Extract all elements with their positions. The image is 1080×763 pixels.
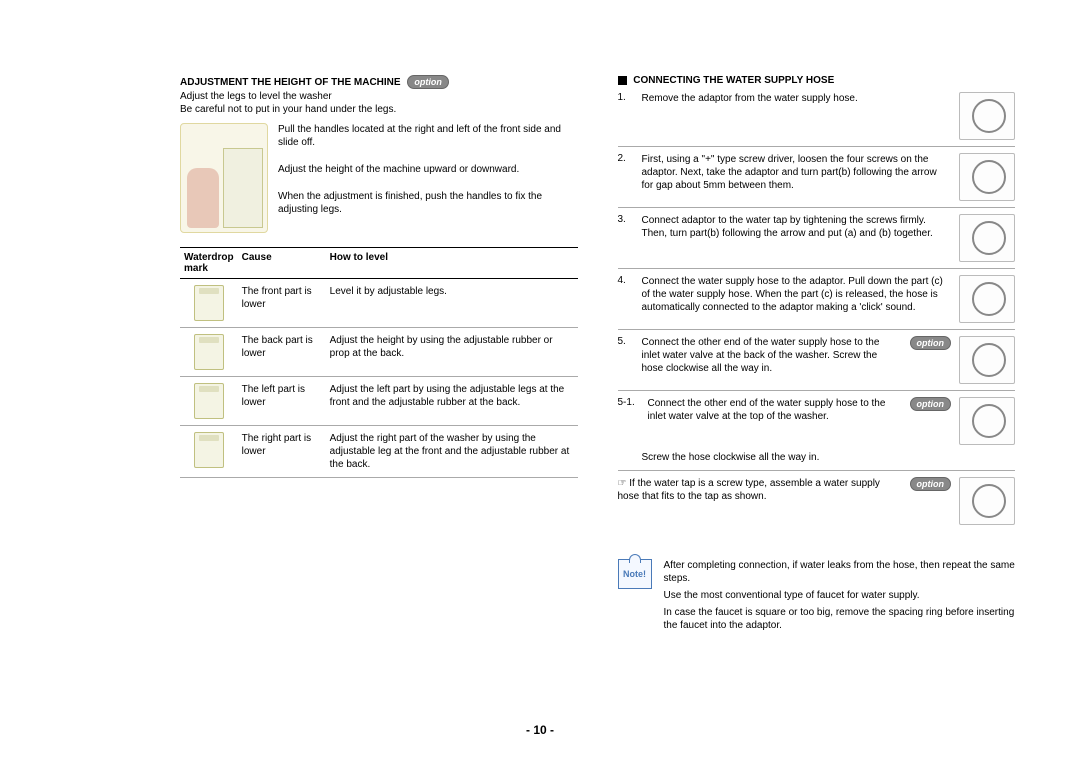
note-block: Note! After completing connection, if wa…	[618, 559, 1016, 636]
hose-step: 5-1. Connect the other end of the water …	[618, 391, 1016, 451]
adaptor-diagram-icon	[959, 92, 1015, 140]
table-row: The right part is lower Adjust the right…	[180, 426, 578, 478]
instruction-line: Pull the handles located at the right an…	[278, 123, 578, 149]
cause-cell: The left part is lower	[238, 377, 326, 426]
washer-icon	[223, 148, 263, 228]
adaptor-diagram-icon	[959, 153, 1015, 201]
option-badge-icon: option	[910, 336, 952, 350]
valve-diagram-icon	[959, 336, 1015, 384]
option-badge-icon: option	[910, 477, 952, 491]
left-section-title: ADJUSTMENT THE HEIGHT OF THE MACHINE	[180, 77, 401, 88]
intro-line: Be careful not to put in your hand under…	[180, 104, 578, 115]
col-header-cause: Cause	[238, 248, 326, 279]
left-column: ADJUSTMENT THE HEIGHT OF THE MACHINE opt…	[180, 75, 578, 725]
left-intro: Adjust the legs to level the washer Be c…	[180, 91, 578, 115]
hose-tap-note: ☞ If the water tap is a screw type, asse…	[618, 471, 1016, 531]
table-row: The back part is lower Adjust the height…	[180, 328, 578, 377]
option-cell: option	[906, 477, 952, 491]
intro-line: Adjust the legs to level the washer	[180, 91, 578, 102]
step-number: 5.	[618, 336, 634, 347]
instruction-text: Pull the handles located at the right an…	[278, 123, 578, 233]
note-text: After completing connection, if water le…	[664, 559, 1016, 636]
cause-cell: The right part is lower	[238, 426, 326, 478]
option-cell: option	[906, 336, 952, 350]
how-cell: Adjust the height by using the adjustabl…	[326, 328, 578, 377]
mini-washer-icon	[194, 285, 224, 321]
square-bullet-icon	[618, 76, 627, 85]
instruction-line: When the adjustment is finished, push th…	[278, 190, 578, 216]
step-number: 4.	[618, 275, 634, 286]
step-number: 1.	[618, 92, 634, 103]
right-column: CONNECTING THE WATER SUPPLY HOSE 1. Remo…	[618, 75, 1016, 725]
col-header-how: How to level	[326, 248, 578, 279]
note-line: Use the most conventional type of faucet…	[664, 589, 1016, 602]
leveling-table: Waterdrop mark Cause How to level The fr…	[180, 247, 578, 478]
how-cell: Adjust the right part of the washer by u…	[326, 426, 578, 478]
step-number: 2.	[618, 153, 634, 164]
valve-top-diagram-icon	[959, 397, 1015, 445]
tap-diagram-icon	[959, 214, 1015, 262]
instruction-block: Pull the handles located at the right an…	[180, 123, 578, 233]
step-number: 3.	[618, 214, 634, 225]
step-text: Connect the other end of the water suppl…	[648, 397, 898, 423]
hose-step: 1. Remove the adaptor from the water sup…	[618, 86, 1016, 147]
step-text: Connect the water supply hose to the ada…	[642, 275, 952, 314]
note-line: In case the faucet is square or too big,…	[664, 606, 1016, 632]
step-text: Connect adaptor to the water tap by tigh…	[642, 214, 952, 240]
hose-diagram-icon	[959, 275, 1015, 323]
hose-step: 3. Connect adaptor to the water tap by t…	[618, 208, 1016, 269]
table-row: The left part is lower Adjust the left p…	[180, 377, 578, 426]
mini-washer-icon	[194, 432, 224, 468]
mini-washer-icon	[194, 334, 224, 370]
hose-step-extra: Screw the hose clockwise all the way in.	[618, 451, 1016, 471]
page-number: - 10 -	[526, 723, 554, 737]
right-heading-row: CONNECTING THE WATER SUPPLY HOSE	[618, 75, 1016, 86]
hose-step: 2. First, using a "+" type screw driver,…	[618, 147, 1016, 208]
left-heading-row: ADJUSTMENT THE HEIGHT OF THE MACHINE opt…	[180, 75, 578, 89]
option-badge-icon: option	[407, 75, 449, 89]
instruction-line: Adjust the height of the machine upward …	[278, 163, 578, 176]
step-text: Screw the hose clockwise all the way in.	[642, 451, 1016, 464]
tap-note-text: ☞ If the water tap is a screw type, asse…	[618, 477, 898, 503]
option-badge-icon: option	[910, 397, 952, 411]
person-icon	[187, 168, 219, 228]
manual-page: ADJUSTMENT THE HEIGHT OF THE MACHINE opt…	[180, 75, 1015, 725]
option-cell: option	[906, 397, 952, 411]
cause-cell: The back part is lower	[238, 328, 326, 377]
hose-step: 4. Connect the water supply hose to the …	[618, 269, 1016, 330]
leveling-table-body: The front part is lower Level it by adju…	[180, 279, 578, 478]
how-cell: Adjust the left part by using the adjust…	[326, 377, 578, 426]
how-cell: Level it by adjustable legs.	[326, 279, 578, 328]
col-header-waterdrop: Waterdrop mark	[180, 248, 238, 279]
screw-tap-diagram-icon	[959, 477, 1015, 525]
step-text: Remove the adaptor from the water supply…	[642, 92, 952, 105]
note-line: After completing connection, if water le…	[664, 559, 1016, 585]
washer-person-illustration	[180, 123, 268, 233]
hose-step: 5. Connect the other end of the water su…	[618, 330, 1016, 391]
step-text: First, using a "+" type screw driver, lo…	[642, 153, 952, 192]
table-row: The front part is lower Level it by adju…	[180, 279, 578, 328]
note-tag-icon: Note!	[618, 559, 652, 589]
mini-washer-icon	[194, 383, 224, 419]
right-section-title: CONNECTING THE WATER SUPPLY HOSE	[633, 75, 834, 86]
step-number: 5-1.	[618, 397, 640, 408]
cause-cell: The front part is lower	[238, 279, 326, 328]
hose-steps-list: 1. Remove the adaptor from the water sup…	[618, 86, 1016, 531]
step-text: Connect the other end of the water suppl…	[642, 336, 898, 375]
